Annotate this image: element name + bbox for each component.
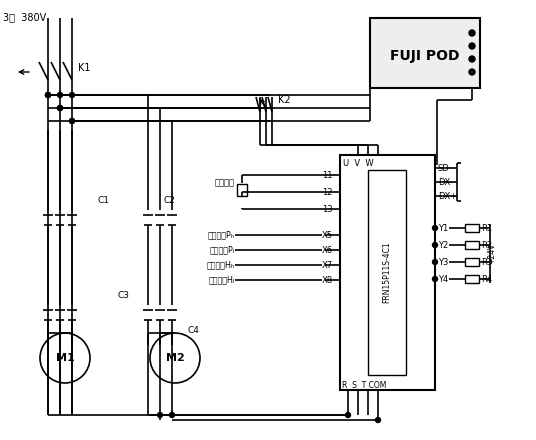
Text: 12: 12 [322, 187, 332, 197]
Bar [465, 241, 479, 249]
Circle shape [433, 242, 437, 247]
Circle shape [433, 276, 437, 282]
Circle shape [433, 260, 437, 264]
Text: K1: K1 [78, 63, 91, 73]
Circle shape [40, 333, 90, 383]
Text: R3: R3 [481, 257, 492, 267]
Text: K2: K2 [278, 95, 291, 105]
Circle shape [70, 118, 75, 124]
Bar [237, 184, 247, 196]
Text: DX-: DX- [438, 177, 453, 187]
Text: 3相  380V: 3相 380V [3, 12, 46, 22]
Text: C3: C3 [118, 290, 130, 300]
Circle shape [57, 106, 63, 110]
Circle shape [57, 106, 63, 110]
Circle shape [346, 413, 351, 418]
Text: DX+: DX+ [438, 191, 457, 201]
Circle shape [433, 225, 437, 231]
Circle shape [469, 30, 475, 36]
Text: Y2: Y2 [438, 241, 448, 249]
Circle shape [158, 413, 162, 418]
Text: M2: M2 [166, 353, 184, 363]
Bar [465, 275, 479, 283]
Circle shape [46, 92, 50, 98]
Text: U  V  W: U V W [343, 158, 374, 168]
Bar [340, 155, 435, 390]
Circle shape [46, 92, 50, 98]
Circle shape [469, 43, 475, 49]
Text: 水位上限Hₕ: 水位上限Hₕ [207, 260, 235, 269]
Circle shape [46, 92, 50, 98]
Text: C4: C4 [188, 326, 200, 334]
Text: +24V: +24V [488, 242, 496, 264]
Text: FUJI POD: FUJI POD [390, 49, 460, 63]
Circle shape [376, 418, 381, 422]
Text: 压力下限Pₗ: 压力下限Pₗ [210, 246, 235, 254]
Circle shape [150, 333, 200, 383]
Text: 11: 11 [322, 171, 332, 180]
Text: X5: X5 [322, 231, 333, 239]
Circle shape [70, 92, 75, 98]
Bar [465, 258, 479, 266]
Text: X6: X6 [322, 246, 333, 254]
Text: 13: 13 [322, 205, 333, 213]
Text: C1: C1 [97, 195, 109, 205]
Text: R  S  T COM: R S T COM [342, 381, 386, 389]
Bar [465, 224, 479, 232]
Bar [370, 18, 480, 88]
Text: 水位下限Hₗ: 水位下限Hₗ [209, 275, 235, 285]
Text: R4: R4 [481, 275, 492, 283]
Text: C2: C2 [163, 195, 175, 205]
Text: X8: X8 [322, 275, 333, 285]
Text: Y3: Y3 [438, 257, 449, 267]
Text: M1: M1 [56, 353, 75, 363]
Circle shape [469, 56, 475, 62]
Circle shape [169, 413, 175, 418]
Text: Y1: Y1 [438, 224, 448, 232]
Text: FRN15P11S-4C1: FRN15P11S-4C1 [383, 242, 391, 303]
Text: R2: R2 [481, 241, 492, 249]
Circle shape [469, 69, 475, 75]
Text: Y4: Y4 [438, 275, 448, 283]
Text: SD: SD [438, 164, 450, 172]
Text: R1: R1 [481, 224, 492, 232]
Circle shape [70, 118, 75, 124]
Text: 远传压力: 远传压力 [215, 179, 235, 187]
Text: 压力上限Pₕ: 压力上限Pₕ [208, 231, 235, 239]
Text: X7: X7 [322, 260, 333, 269]
Bar [368, 170, 406, 375]
Circle shape [57, 92, 63, 98]
